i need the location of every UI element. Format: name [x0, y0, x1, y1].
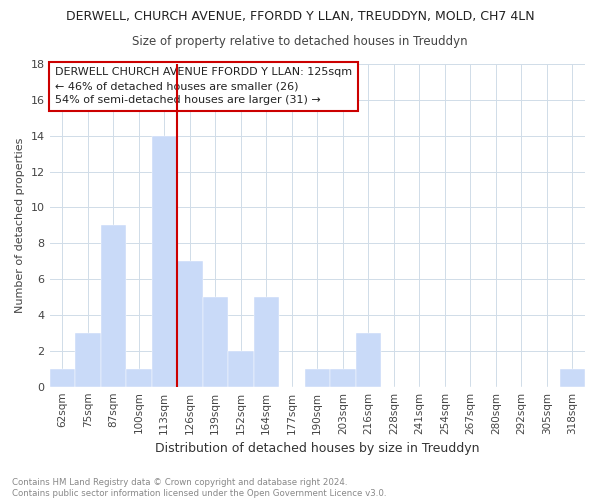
Bar — [126, 369, 152, 386]
Bar — [152, 136, 177, 386]
Bar — [50, 369, 75, 386]
Bar — [101, 226, 126, 386]
Bar — [305, 369, 330, 386]
Bar — [356, 333, 381, 386]
Text: DERWELL CHURCH AVENUE FFORDD Y LLAN: 125sqm
← 46% of detached houses are smaller: DERWELL CHURCH AVENUE FFORDD Y LLAN: 125… — [55, 67, 352, 105]
Bar — [560, 369, 585, 386]
Text: Contains HM Land Registry data © Crown copyright and database right 2024.
Contai: Contains HM Land Registry data © Crown c… — [12, 478, 386, 498]
Bar — [75, 333, 101, 386]
X-axis label: Distribution of detached houses by size in Treuddyn: Distribution of detached houses by size … — [155, 442, 479, 455]
Bar — [203, 297, 228, 386]
Text: DERWELL, CHURCH AVENUE, FFORDD Y LLAN, TREUDDYN, MOLD, CH7 4LN: DERWELL, CHURCH AVENUE, FFORDD Y LLAN, T… — [65, 10, 535, 23]
Bar — [254, 297, 279, 386]
Text: Size of property relative to detached houses in Treuddyn: Size of property relative to detached ho… — [132, 35, 468, 48]
Bar — [177, 261, 203, 386]
Bar — [330, 369, 356, 386]
Bar — [228, 351, 254, 386]
Y-axis label: Number of detached properties: Number of detached properties — [15, 138, 25, 313]
